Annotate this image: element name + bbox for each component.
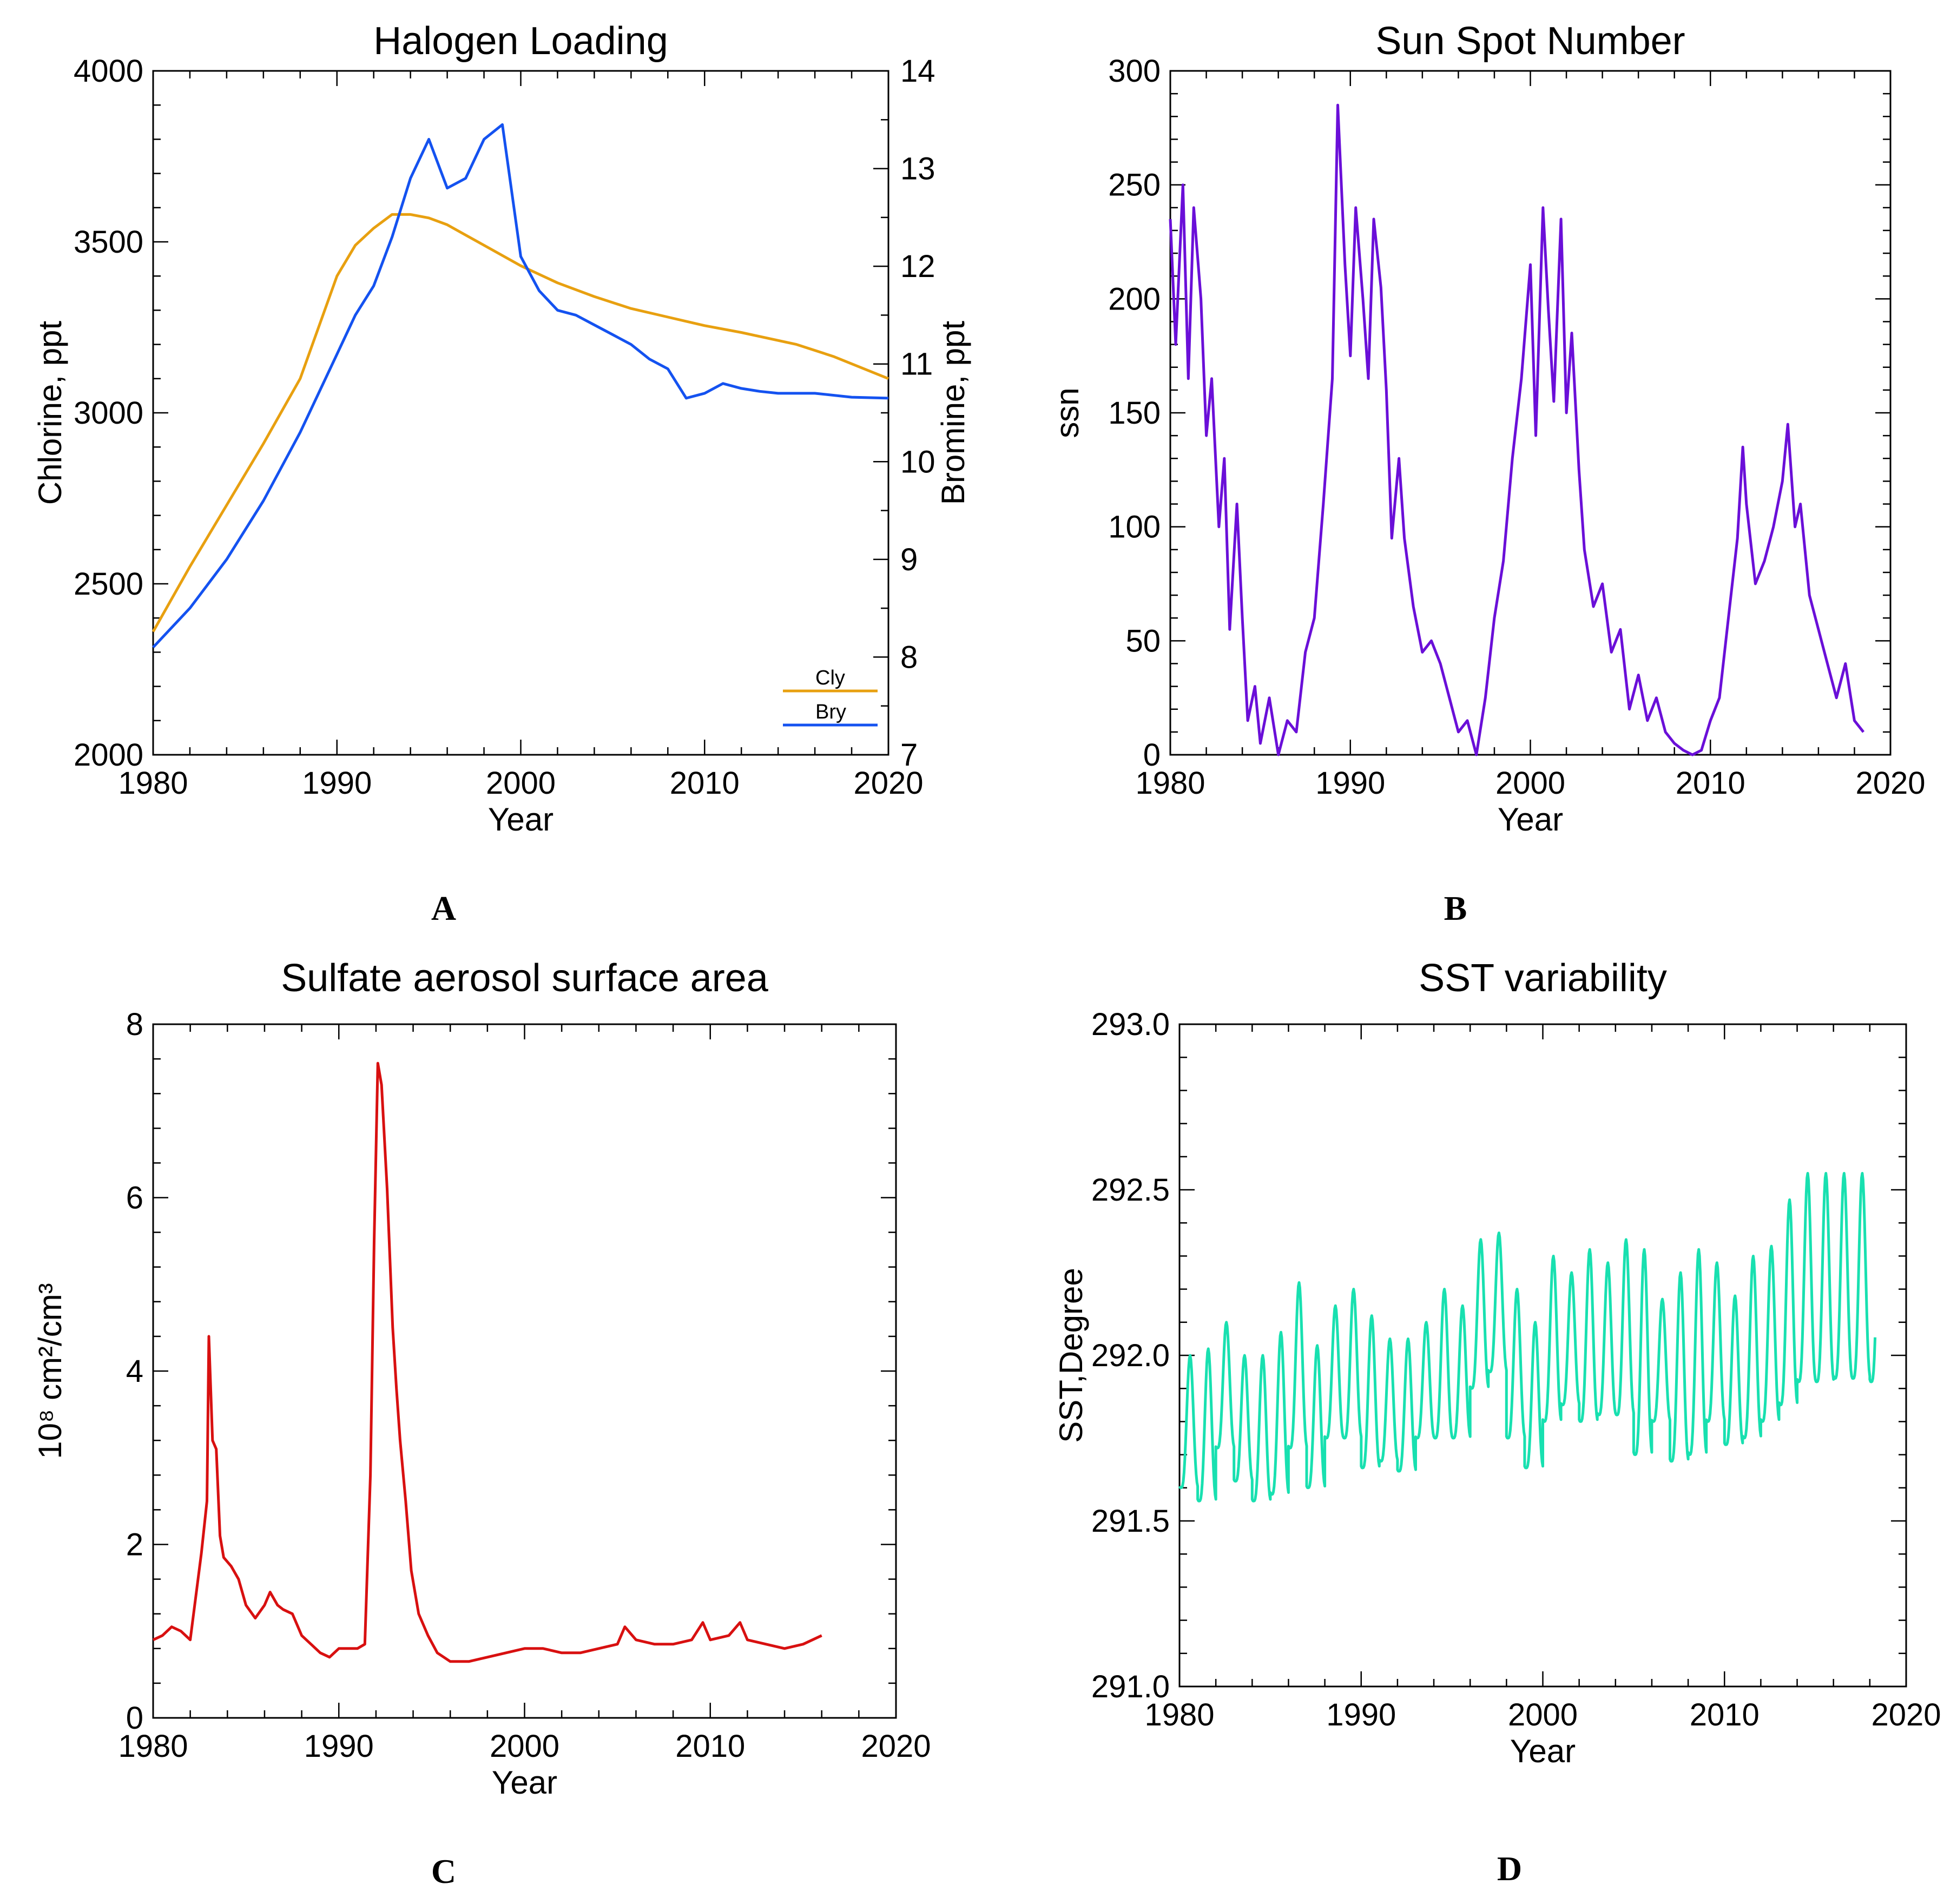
series-line-bry	[152, 123, 889, 649]
y2-tick-label: 7	[900, 737, 918, 773]
x-tick-label: 1980	[1144, 1697, 1214, 1732]
x-tick-label: 1990	[1315, 766, 1385, 801]
y2-tick-label: 10	[900, 444, 935, 479]
y-tick-label: 2000	[74, 737, 143, 773]
panel-c: Sulfate aerosol surface area 1980 1990 2000…	[32, 957, 931, 1890]
y-tick-label: 100	[1108, 510, 1161, 545]
series-line-sst	[1178, 1172, 1877, 1503]
plot-frame	[1169, 70, 1892, 756]
y2-axis-label: Bromine, ppt	[935, 321, 971, 505]
y-tick-label: 293.0	[1091, 1007, 1170, 1042]
x-axis-label: Year	[1498, 801, 1563, 838]
x-axis-label: Year	[488, 801, 554, 838]
series-line-cly	[151, 213, 889, 633]
x-tick-label: 1990	[304, 1729, 374, 1764]
y-axis-label: Chlorine, ppt	[32, 321, 68, 505]
x-tick-label: 2000	[490, 1729, 559, 1764]
x-tick-label: 1980	[118, 766, 188, 801]
y2-tick-label: 11	[900, 347, 933, 382]
x-tick-label: 2020	[1855, 766, 1925, 801]
chart-title: Halogen Loading	[373, 19, 668, 63]
panel-letter: A	[431, 889, 456, 927]
y2-tick-label: 13	[900, 151, 935, 187]
plot-frame	[1178, 1023, 1907, 1688]
y-tick-label: 0	[1143, 737, 1161, 773]
chart-title: Sun Spot Number	[1375, 19, 1685, 63]
y-axis-label: ssn	[1049, 387, 1085, 438]
y-tick-label: 200	[1108, 281, 1161, 317]
y-tick-label: 4000	[74, 54, 143, 89]
x-axis-label: Year	[1510, 1733, 1576, 1769]
y-tick-label: 6	[126, 1181, 143, 1216]
x-tick-label: 2020	[861, 1729, 931, 1764]
panel-b: Sun Spot Number 1980 1990 2000 2010 2020 0 50 10…	[1049, 19, 1926, 927]
y2-tick-label: 8	[900, 640, 918, 675]
y-tick-label: 3500	[74, 225, 143, 260]
x-tick-label: 1990	[1326, 1697, 1396, 1732]
x-tick-label: 1990	[302, 766, 372, 801]
x-tick-label: 2010	[1690, 1697, 1760, 1732]
x-tick-label: 1980	[1135, 766, 1205, 801]
panel-letter: D	[1497, 1849, 1522, 1888]
panel-d: SST variability 1980 1990 2000 2010 2020 291.0…	[1053, 957, 1941, 1888]
x-tick-label: 2000	[1495, 766, 1565, 801]
plot-frame	[152, 1023, 897, 1719]
y-tick-label: 50	[1125, 623, 1161, 658]
y-tick-label: 292.0	[1091, 1338, 1170, 1373]
x-tick-label: 1980	[118, 1729, 188, 1764]
x-tick-label: 2000	[486, 766, 556, 801]
y-axis-label: 10⁸ cm²/cm³	[32, 1283, 68, 1459]
series-line-sad	[152, 1062, 822, 1663]
x-tick-label: 2010	[675, 1729, 745, 1764]
panel-letter: C	[431, 1852, 456, 1890]
chart-title: Sulfate aerosol surface area	[281, 957, 768, 1000]
y-tick-label: 0	[126, 1701, 143, 1736]
series-line-ssn	[1169, 103, 1865, 756]
chart-title: SST variability	[1419, 957, 1667, 1000]
plot-frame	[152, 70, 889, 756]
y-tick-label: 150	[1108, 396, 1161, 431]
panel-letter: B	[1444, 889, 1467, 927]
legend-label-bry: Bry	[815, 701, 846, 723]
y-tick-label: 2500	[74, 566, 143, 602]
x-tick-label: 2020	[1871, 1697, 1941, 1732]
y-tick-label: 292.5	[1091, 1172, 1170, 1208]
y-tick-label: 2	[126, 1527, 143, 1563]
y-tick-label: 291.0	[1091, 1669, 1170, 1704]
y-tick-label: 250	[1108, 168, 1161, 203]
panel-a: Halogen Loading 1980 1990 2000 2010 2020 2000 2…	[32, 19, 971, 927]
y-axis-label: SST,Degree	[1053, 1268, 1089, 1443]
y2-tick-label: 9	[900, 542, 918, 577]
x-tick-label: 2020	[853, 766, 923, 801]
x-axis-label: Year	[492, 1764, 557, 1801]
y-tick-label: 300	[1108, 54, 1161, 89]
legend-label-cly: Cly	[815, 667, 845, 689]
x-tick-label: 2010	[670, 766, 740, 801]
y-tick-label: 8	[126, 1007, 143, 1042]
y-tick-label: 4	[126, 1354, 143, 1389]
y-tick-label: 3000	[74, 396, 143, 431]
y2-tick-label: 14	[900, 54, 935, 89]
y2-tick-label: 12	[900, 249, 935, 284]
x-tick-label: 2010	[1676, 766, 1745, 801]
y-tick-label: 291.5	[1091, 1504, 1170, 1539]
x-tick-label: 2000	[1508, 1697, 1578, 1732]
